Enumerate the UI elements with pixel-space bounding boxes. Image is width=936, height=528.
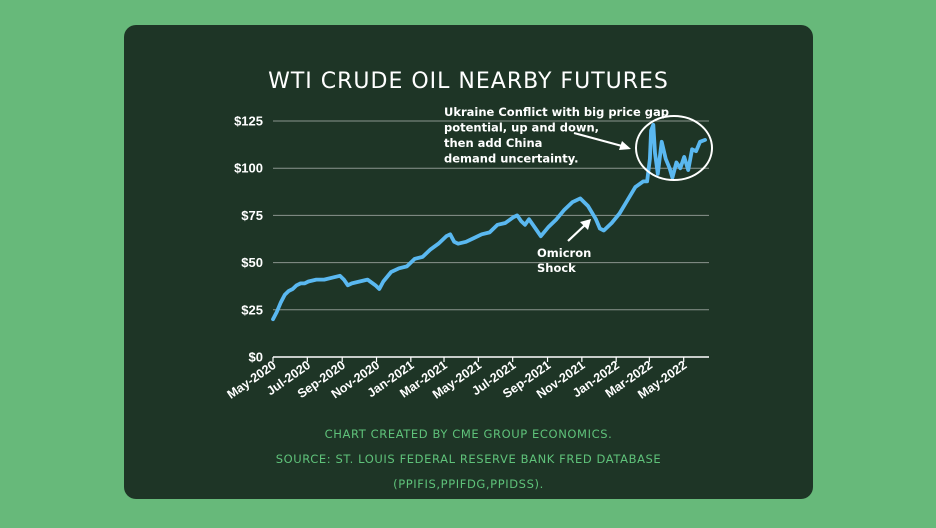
series-layer xyxy=(271,122,707,322)
x-axis-ticks: May-2020Jul-2020Sep-2020Nov-2020Jan-2021… xyxy=(225,357,689,402)
annotation-omicron-line: Omicron xyxy=(537,246,591,260)
annotation-omicron-line: Shock xyxy=(537,261,576,275)
grid-lines xyxy=(273,120,709,311)
y-axis-ticks: $0 $25 $50 $75 $100 $125 xyxy=(234,114,263,365)
chart-card: WTI CRUDE OIL NEARBY FUTURES CHART CREAT… xyxy=(124,25,813,499)
y-tick-label: $50 xyxy=(241,255,263,270)
y-tick-label: $25 xyxy=(241,302,263,317)
y-tick-label: $100 xyxy=(234,161,263,176)
footer-source: SOURCE: ST. LOUIS FEDERAL RESERVE BANK F… xyxy=(275,452,662,466)
annotation-ukraine-line: potential, up and down, xyxy=(444,121,599,135)
footer-series-codes: (PPIFIS,PPIFDG,PPIDSS). xyxy=(393,477,544,491)
annotation-omicron-arrowhead xyxy=(580,219,591,230)
annotation-omicron-arrow xyxy=(567,224,586,242)
annotation-ukraine-line: then add China xyxy=(444,136,542,150)
price-line xyxy=(271,122,707,322)
y-tick-label: $125 xyxy=(234,114,263,129)
y-tick-label: $0 xyxy=(249,350,263,365)
chart-title: WTI CRUDE OIL NEARBY FUTURES xyxy=(268,69,669,94)
annotation-ukraine-arrow xyxy=(573,131,623,148)
annotation-ukraine-arrowhead xyxy=(619,141,631,150)
annotation-ukraine-line: demand uncertainty. xyxy=(444,152,579,166)
annotation-layer: Ukraine Conflict with big price gap poten… xyxy=(444,105,713,275)
footer-credit: CHART CREATED BY CME GROUP ECONOMICS. xyxy=(324,427,613,441)
annotation-ukraine-circle xyxy=(635,115,713,181)
y-tick-label: $75 xyxy=(241,208,263,223)
annotation-ukraine-line: Ukraine Conflict with big price gap xyxy=(444,105,669,119)
